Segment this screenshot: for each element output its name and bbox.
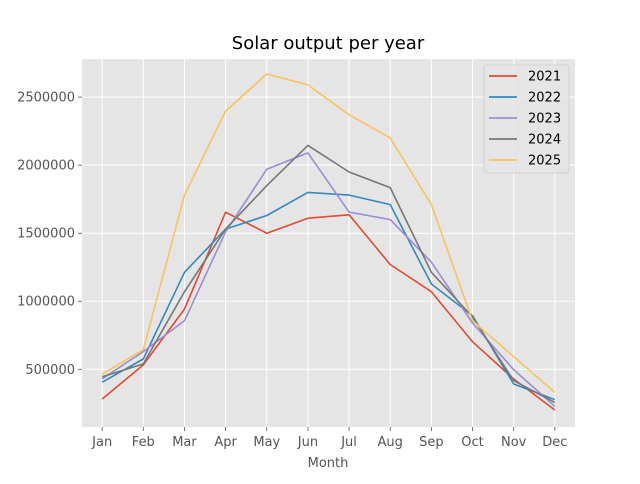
y-tick-label: 1000000 — [17, 295, 75, 310]
x-tick-label: Oct — [461, 435, 483, 450]
legend-label-2025: 2025 — [528, 154, 561, 169]
x-tick-label: Nov — [501, 435, 527, 450]
y-axis: 500000 1000000 1500000 2000000 2500000 — [17, 91, 82, 378]
x-tick-label: May — [253, 435, 280, 450]
x-tick-label: Sep — [419, 435, 444, 450]
y-tick-label: 2000000 — [17, 159, 75, 174]
legend: 2021 2022 2023 2024 2025 — [483, 64, 570, 174]
x-tick-label: Jul — [340, 435, 357, 450]
legend-label-2023: 2023 — [528, 112, 561, 127]
series-lines — [101, 73, 556, 411]
series-line-2021 — [101, 211, 556, 411]
x-tick-label: Aug — [378, 435, 403, 450]
legend-box — [483, 64, 570, 174]
legend-label-2021: 2021 — [528, 70, 561, 85]
series-line-2025 — [101, 73, 556, 393]
x-axis: Jan Feb Mar Apr May Jun Jul Aug Sep Oct Nov Dec — [91, 427, 567, 450]
y-tick-label: 1500000 — [17, 227, 75, 242]
legend-label-2024: 2024 — [528, 133, 561, 148]
x-tick-label: Mar — [172, 435, 197, 450]
y-tick-label: 500000 — [25, 363, 75, 378]
x-axis-label: Month — [308, 456, 349, 471]
x-tick-label: Jun — [297, 435, 318, 450]
x-tick-label: Feb — [132, 435, 155, 450]
legend-label-2022: 2022 — [528, 91, 561, 106]
x-tick-label: Jan — [91, 435, 112, 450]
chart-title: Solar output per year — [232, 33, 425, 54]
x-tick-label: Apr — [214, 435, 237, 450]
series-line-2023 — [101, 152, 556, 407]
y-tick-label: 2500000 — [17, 91, 75, 106]
x-tick-label: Dec — [542, 435, 567, 450]
grid-lines — [82, 59, 575, 427]
